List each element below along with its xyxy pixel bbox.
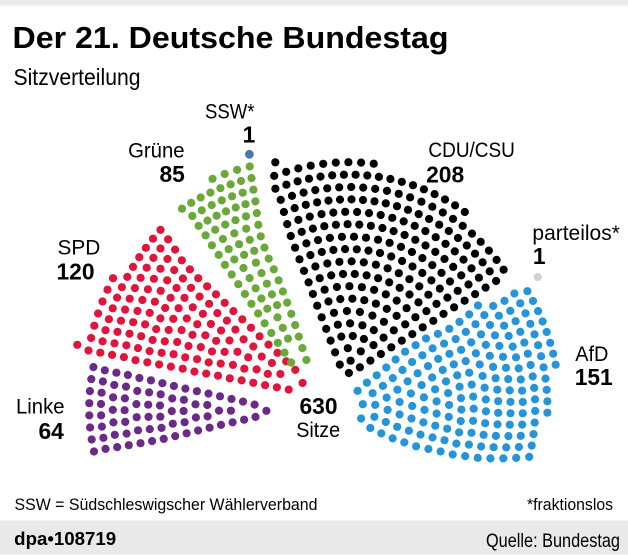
svg-text:AfD: AfD [575,343,608,366]
svg-text:Sitze: Sitze [296,419,340,442]
svg-text:SSW = Südschleswigscher Wähler: SSW = Südschleswigscher Wählerverband [15,495,318,514]
svg-text:Sitzverteilung: Sitzverteilung [14,64,141,90]
svg-text:Der 21. Deutsche Bundestag: Der 21. Deutsche Bundestag [13,20,449,55]
svg-text:1: 1 [533,243,546,269]
svg-text:64: 64 [39,418,65,444]
svg-text:Quelle: Bundestag: Quelle: Bundestag [486,530,620,552]
svg-text:Grüne: Grüne [128,140,185,163]
svg-text:parteilos*: parteilos* [532,222,620,245]
svg-text:1: 1 [243,122,256,148]
svg-text:SPD: SPD [58,237,101,260]
svg-text:Linke: Linke [16,396,65,419]
svg-text:dpa•108719: dpa•108719 [14,528,116,549]
svg-text:*fraktionslos: *fraktionslos [527,495,613,514]
svg-text:151: 151 [575,364,613,390]
svg-text:630: 630 [300,393,338,419]
svg-text:208: 208 [426,161,464,187]
svg-text:120: 120 [57,259,95,285]
svg-text:CDU/CSU: CDU/CSU [428,139,515,162]
svg-text:85: 85 [160,161,186,187]
svg-text:SSW*: SSW* [205,100,255,123]
